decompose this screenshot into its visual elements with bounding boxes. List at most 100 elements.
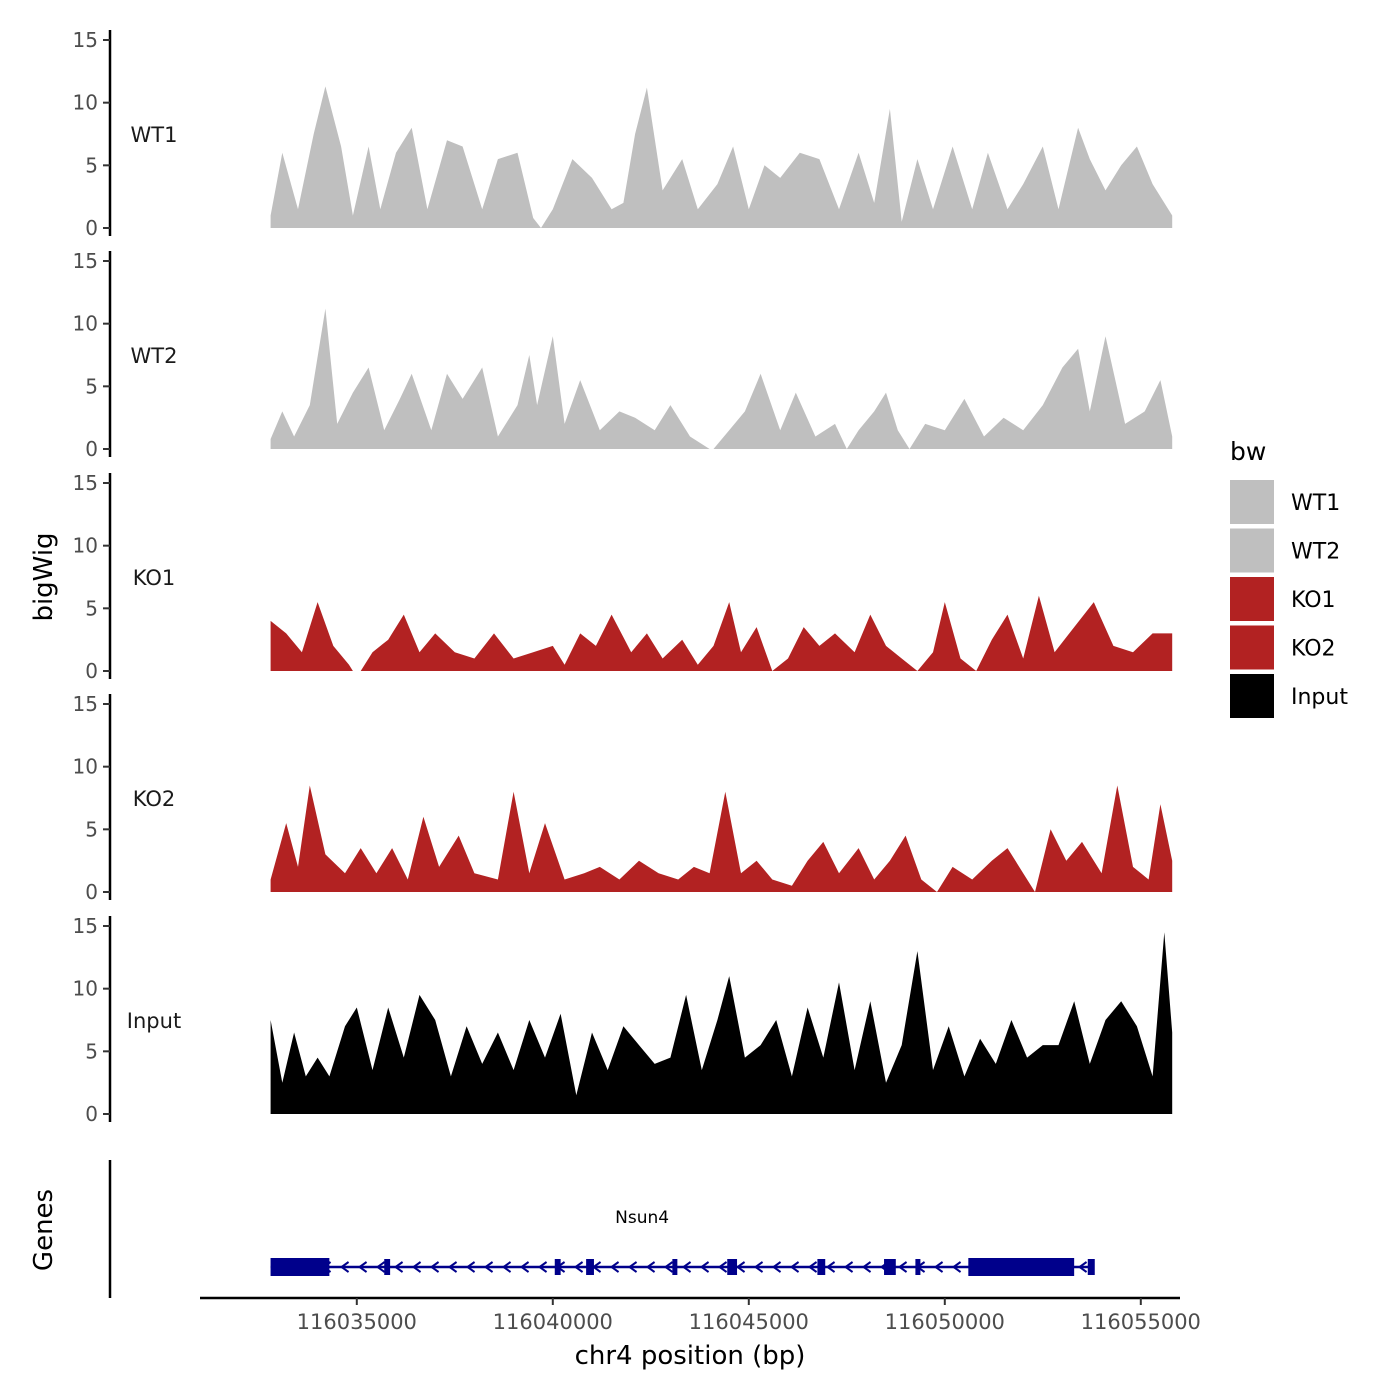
strand-arrow [429,1261,440,1273]
y-tick-label: 15 [73,692,98,716]
strand-arrow [771,1261,782,1273]
exon [384,1259,391,1275]
gene-end-cap [1087,1259,1095,1275]
track-label: KO1 [133,566,176,590]
strand-arrow [393,1261,404,1273]
strand-arrow [411,1261,422,1273]
legend-title: bw [1230,437,1266,466]
y-tick-label: 15 [73,471,98,495]
y-tick-label: 0 [85,437,98,461]
strand-arrow [537,1261,548,1273]
strand-arrow [825,1261,836,1273]
y-tick-label: 0 [85,216,98,240]
strand-arrow [357,1261,368,1273]
legend-key [1230,625,1274,670]
legend-label: WT1 [1291,491,1340,516]
track-label: Input [127,1009,181,1033]
strand-arrow [375,1261,386,1273]
legend-label: KO2 [1291,637,1336,662]
genes-axis-title: Genes [29,1189,59,1271]
strand-arrow [627,1261,638,1273]
strand-arrow [339,1261,350,1273]
legend: bw WT1 WT2 KO1 KO2 Input [1230,437,1348,718]
track-label: WT2 [131,344,178,368]
strand-arrow [789,1261,800,1273]
panel-ko2: 0 5 10 15 KO2 [73,692,1173,904]
strand-arrow [843,1261,854,1273]
exon [968,1258,1075,1276]
x-tick-label: 116055000 [1081,1310,1201,1334]
track-label: WT1 [131,123,178,147]
strand-arrow [933,1261,944,1273]
area-ko1 [270,595,1173,671]
y-tick-label: 5 [85,153,98,177]
strand-arrow [897,1261,908,1273]
strand-arrow [447,1261,458,1273]
y-tick-label: 10 [73,755,98,779]
exon [727,1259,738,1275]
strand-arrow [681,1261,692,1273]
legend-key [1230,674,1274,718]
x-tick-label: 116040000 [493,1310,613,1334]
y-tick-label: 10 [73,977,98,1001]
legend-key [1230,528,1274,573]
x-tick-label: 116050000 [885,1310,1005,1334]
y-tick-label: 0 [85,880,98,904]
panel-wt1: 0 5 10 15 WT1 [73,28,1173,240]
strand-arrow [951,1261,962,1273]
strand-arrow [573,1261,584,1273]
strand-arrow [663,1261,674,1273]
area-input [270,932,1173,1114]
area-wt2 [270,308,1173,449]
y-tick-label: 0 [85,1102,98,1126]
gene-name-label: Nsun4 [615,1208,669,1228]
track-label: KO2 [133,787,176,811]
y-tick-label: 10 [73,312,98,336]
signal-panels: 0 5 10 15 WT1 0 5 10 15 WT2 0 5 10 15 KO1 0 5 10 15 KO2 0 5 10… [73,28,1173,1126]
x-axis-title: chr4 position (bp) [575,1341,806,1371]
legend-key [1230,577,1274,621]
y-tick-label: 0 [85,659,98,683]
y-tick-label: 5 [85,374,98,398]
y-tick-label: 5 [85,1039,98,1063]
exon [586,1259,594,1275]
x-axis: 116035000 116040000 116045000 116050000 1160… [200,1296,1201,1334]
panel-input: 0 5 10 15 Input [73,914,1173,1126]
strand-arrow [501,1261,512,1273]
strand-arrow [699,1261,710,1273]
area-ko2 [270,785,1173,892]
legend-label: Input [1291,685,1348,710]
exon [915,1259,921,1275]
exon [270,1258,330,1276]
y-axis-title: bigWig [29,532,59,621]
legend-label: KO1 [1291,588,1336,613]
strand-arrow [735,1261,746,1273]
strand-arrow [645,1261,656,1273]
area-wt1 [270,86,1173,229]
legend-label: WT2 [1291,540,1340,565]
exon [884,1259,896,1275]
y-tick-label: 10 [73,91,98,115]
exon [554,1259,561,1275]
y-tick-label: 5 [85,817,98,841]
panel-wt2: 0 5 10 15 WT2 [73,249,1173,461]
y-tick-label: 15 [73,28,98,52]
x-tick-label: 116035000 [297,1310,417,1334]
strand-arrow [465,1261,476,1273]
strand-arrow [483,1261,494,1273]
panel-ko1: 0 5 10 15 KO1 [73,471,1173,683]
strand-arrow [861,1261,872,1273]
strand-arrow [717,1261,728,1273]
strand-arrow [609,1261,620,1273]
y-tick-label: 10 [73,534,98,558]
strand-arrow [753,1261,764,1273]
strand-arrow [519,1261,530,1273]
strand-arrow [807,1261,818,1273]
y-tick-label: 15 [73,914,98,938]
x-tick-label: 116045000 [689,1310,809,1334]
legend-key [1230,480,1274,524]
strand-arrow [1077,1261,1088,1273]
y-tick-label: 15 [73,249,98,273]
exon [672,1259,678,1275]
